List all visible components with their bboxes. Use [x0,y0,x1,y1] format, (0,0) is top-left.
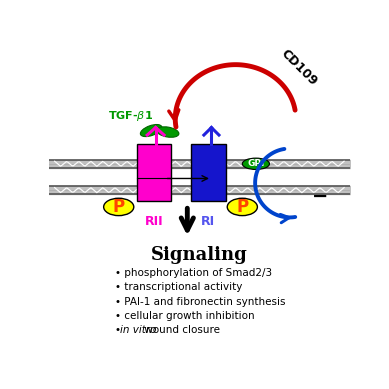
Text: • PAI-1 and fibronectin synthesis: • PAI-1 and fibronectin synthesis [115,296,286,307]
Text: RII: RII [145,216,163,228]
Text: P: P [236,198,249,216]
Ellipse shape [103,198,134,216]
Text: • phosphorylation of Smad2/3: • phosphorylation of Smad2/3 [115,268,272,278]
Text: Signaling: Signaling [151,246,248,264]
Ellipse shape [156,127,179,137]
Text: −: − [312,187,328,206]
Text: GPI: GPI [247,159,265,168]
Bar [191,144,226,201]
Text: •: • [115,325,124,335]
Text: • transcriptional activity: • transcriptional activity [115,282,242,292]
Text: TGF-$\beta$1: TGF-$\beta$1 [107,109,152,123]
Text: • cellular growth inhibition: • cellular growth inhibition [115,311,254,321]
Ellipse shape [242,158,270,170]
Text: P: P [113,198,125,216]
Ellipse shape [227,198,258,216]
Text: wound closure: wound closure [141,325,220,335]
Ellipse shape [140,124,162,137]
Bar [137,144,172,201]
Text: in vitro: in vitro [120,325,157,335]
Text: CD109: CD109 [278,47,319,88]
Text: RI: RI [202,216,216,228]
